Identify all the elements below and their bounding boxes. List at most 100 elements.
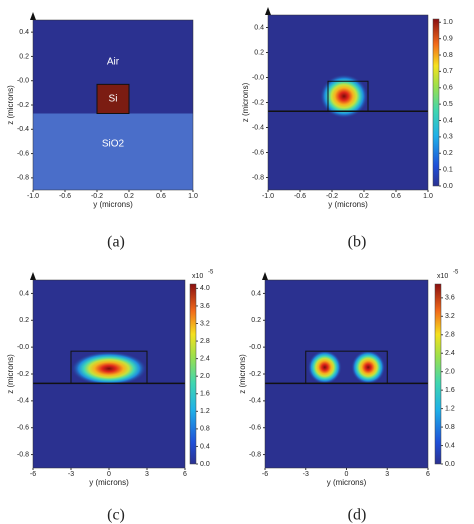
x-tick-label: 1.0 <box>188 193 198 200</box>
y-axis-label: z (microns) <box>6 354 15 394</box>
y-tick-label: 0.2 <box>19 317 29 324</box>
colorbar-tick-label: 0.6 <box>443 85 453 92</box>
colorbar-tick-label: 0.8 <box>443 52 453 59</box>
heatmap-background <box>265 280 428 468</box>
x-tick-label: 0.2 <box>124 193 134 200</box>
y-axis-label: z (microns) <box>238 354 247 394</box>
colorbar-tick-label: 2.8 <box>200 338 210 345</box>
y-tick-label: -0.0 <box>252 74 264 81</box>
axis-arrow <box>265 7 271 15</box>
x-tick-label: 0 <box>107 471 111 478</box>
field-peak <box>320 74 368 119</box>
colorbar <box>189 283 197 465</box>
y-tick-label: -0.4 <box>252 124 264 131</box>
y-axis-label: z (microns) <box>241 82 250 122</box>
colorbar-tick-label: 0.7 <box>443 68 453 75</box>
panel: 0.0 0.4 0.8 1.2 1.6 2.0 2.4 2.8 3.2 3.6 x10 -5 -6 -3 0… <box>238 270 459 524</box>
x-tick-label: -0.6 <box>59 193 71 200</box>
colorbar-tick-label: 0.0 <box>445 461 455 468</box>
colorbar <box>432 18 440 187</box>
colorbar-scale: x10 <box>437 273 448 280</box>
colorbar-tick-label: 1.2 <box>445 405 455 412</box>
x-tick-label: 0.2 <box>359 193 369 200</box>
x-tick-label: -6 <box>262 471 268 478</box>
caption: (c) <box>107 507 125 524</box>
y-tick-label: 0.2 <box>254 49 264 56</box>
region-label: Si <box>109 94 118 105</box>
x-axis-label: y (microns) <box>93 200 133 209</box>
colorbar-tick-label: 3.6 <box>200 303 210 310</box>
y-tick-label: -0.8 <box>252 174 264 181</box>
x-tick-label: 1.0 <box>423 193 433 200</box>
y-tick-label: -0.6 <box>252 149 264 156</box>
colorbar-tick-label: 1.2 <box>200 408 210 415</box>
colorbar-tick-label: 0.0 <box>443 183 453 190</box>
panel: Air Si SiO2 -1.0 -0.6 -0.2 0.2 0.6 1.0 0.4 0.2 -0.0… <box>6 12 198 251</box>
y-tick-label: 0.2 <box>19 53 29 60</box>
colorbar-tick-label: 0.4 <box>445 442 455 449</box>
x-tick-label: -0.2 <box>326 193 338 200</box>
colorbar-scale-exponent: -5 <box>208 270 214 276</box>
y-tick-label: -0.0 <box>249 344 261 351</box>
y-tick-label: -0.8 <box>17 451 29 458</box>
colorbar-tick-label: 3.2 <box>200 320 210 327</box>
x-tick-label: -0.6 <box>294 193 306 200</box>
x-axis-label: y (microns) <box>328 200 368 209</box>
x-axis-label: y (microns) <box>89 478 129 487</box>
colorbar-tick-label: 0.4 <box>200 443 210 450</box>
colorbar-tick-label: 0.9 <box>443 35 453 42</box>
colorbar-tick-label: 3.2 <box>445 313 455 320</box>
field-peak <box>307 350 342 385</box>
y-tick-label: -0.6 <box>249 425 261 432</box>
colorbar-tick-label: 2.0 <box>200 373 210 380</box>
caption: (a) <box>107 234 125 251</box>
y-tick-label: -0.0 <box>17 78 29 85</box>
y-axis-label: z (microns) <box>6 85 15 125</box>
y-tick-label: -0.2 <box>249 371 261 378</box>
y-tick-label: 0.4 <box>254 24 264 31</box>
y-tick-label: 0.4 <box>19 29 29 36</box>
colorbar-tick-label: 0.1 <box>443 166 453 173</box>
x-tick-label: -1.0 <box>262 193 274 200</box>
x-axis-label: y (microns) <box>327 478 367 487</box>
caption: (d) <box>348 507 367 524</box>
x-tick-label: 0.6 <box>391 193 401 200</box>
colorbar-tick-label: 0.3 <box>443 134 453 141</box>
colorbar-tick-label: 0.4 <box>443 117 453 124</box>
x-tick-label: -3 <box>303 471 309 478</box>
x-tick-label: 3 <box>145 471 149 478</box>
region-label: SiO2 <box>102 138 125 149</box>
y-tick-label: -0.6 <box>17 150 29 157</box>
y-tick-label: -0.4 <box>17 398 29 405</box>
colorbar-tick-label: 0.8 <box>445 424 455 431</box>
x-tick-label: 0.6 <box>156 193 166 200</box>
y-tick-label: -0.4 <box>249 398 261 405</box>
panel: 0.0 0.4 0.8 1.2 1.6 2.0 2.4 2.8 3.2 3.6 4.0 x10 -5 -6… <box>6 270 214 524</box>
field-peak <box>351 350 386 385</box>
y-tick-label: -0.4 <box>17 126 29 133</box>
colorbar-tick-label: 0.2 <box>443 150 453 157</box>
x-tick-label: -1.0 <box>27 193 39 200</box>
colorbar-tick-label: 2.0 <box>445 369 455 376</box>
y-tick-label: -0.8 <box>17 175 29 182</box>
region-label: Air <box>107 57 120 68</box>
axis-arrow <box>30 12 36 20</box>
y-tick-label: 0.4 <box>251 290 261 297</box>
x-tick-label: 6 <box>183 471 187 478</box>
core <box>96 83 130 114</box>
y-tick-label: 0.4 <box>19 290 29 297</box>
colorbar-tick-label: 3.6 <box>445 295 455 302</box>
y-tick-label: -0.6 <box>17 425 29 432</box>
colorbar-tick-label: 2.4 <box>200 355 210 362</box>
substrate-region <box>33 113 193 190</box>
x-tick-label: 0 <box>345 471 349 478</box>
y-tick-label: -0.0 <box>17 344 29 351</box>
x-tick-label: -0.2 <box>91 193 103 200</box>
caption: (b) <box>348 234 367 251</box>
panel: 0.0 0.1 0.2 0.3 0.4 0.5 0.6 0.7 0.8 0.9 1.0 -1.0 -0.… <box>241 7 453 251</box>
colorbar-tick-label: 4.0 <box>200 285 210 292</box>
colorbar-tick-label: 0.8 <box>200 426 210 433</box>
y-tick-label: 0.2 <box>251 317 261 324</box>
colorbar-scale: x10 <box>192 273 203 280</box>
